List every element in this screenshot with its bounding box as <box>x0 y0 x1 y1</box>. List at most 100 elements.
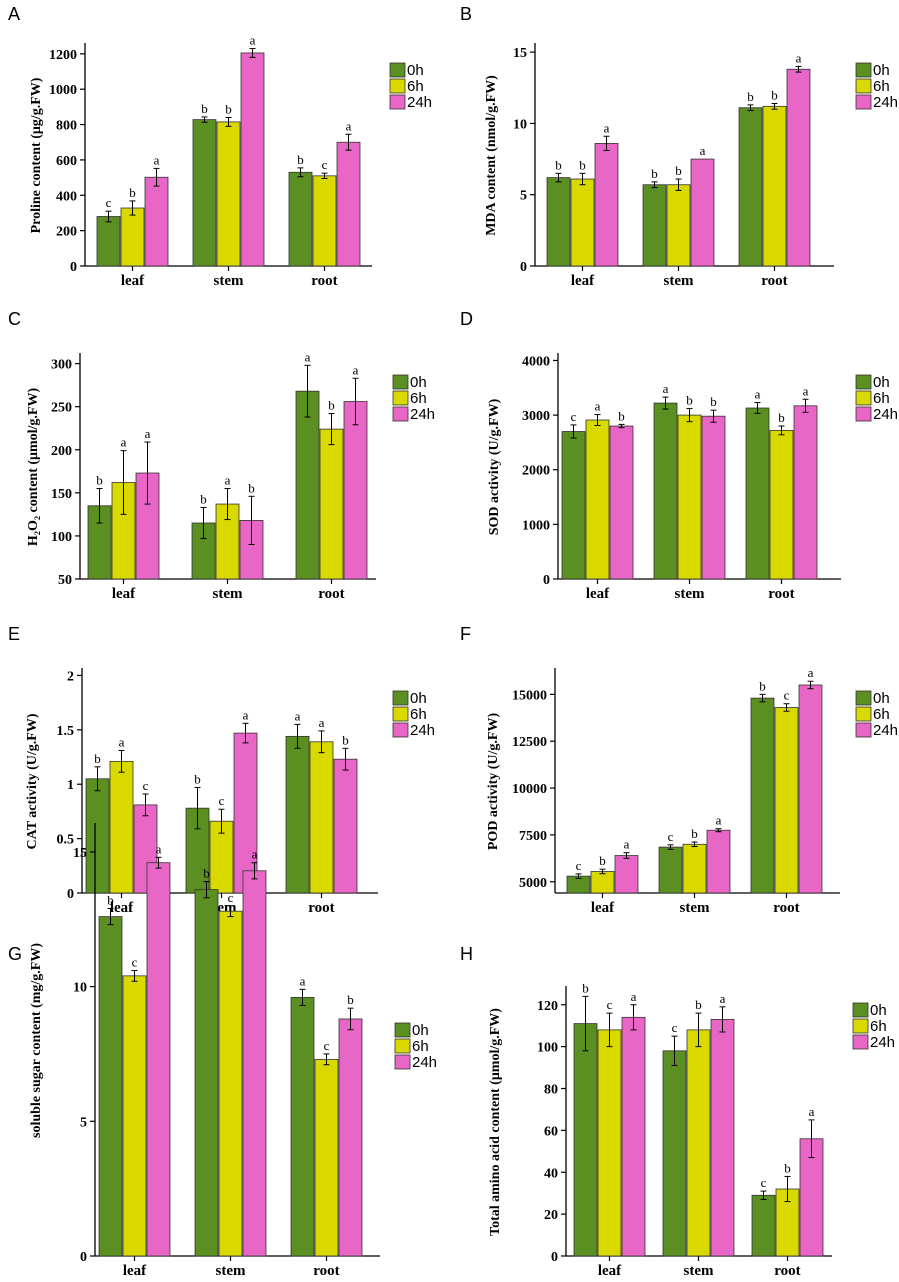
bar-stem-24h <box>242 870 267 1257</box>
bar-stem-6h <box>666 184 691 267</box>
x-tick-label: leaf <box>591 900 615 916</box>
legend-label-6h: 6h <box>410 390 427 407</box>
significance-letter: a <box>156 841 162 856</box>
bar-stem-0h <box>642 184 667 267</box>
legend-swatch-24h <box>855 722 872 738</box>
x-tick-label: root <box>774 1263 800 1279</box>
bar-root-6h <box>319 428 344 580</box>
legend-label-6h: 6h <box>407 78 424 95</box>
bar-leaf-24h <box>594 142 619 267</box>
bar-root-24h <box>333 758 358 894</box>
x-tick-label: leaf <box>121 273 145 289</box>
panel-letter: B <box>460 4 472 24</box>
bar-root-24h <box>343 401 368 580</box>
x-tick-label: root <box>773 900 799 916</box>
x-tick-label: stem <box>684 1263 714 1279</box>
significance-letter: a <box>121 435 127 450</box>
significance-letter: b <box>201 101 208 116</box>
significance-letter: c <box>143 778 149 793</box>
y-tick-label: 1 <box>67 778 74 793</box>
significance-letter: b <box>784 1160 791 1175</box>
y-tick-label: 4000 <box>522 354 550 369</box>
legend-label-6h: 6h <box>873 78 890 95</box>
legend-label-0h: 0h <box>410 374 427 391</box>
bar-root-0h <box>745 407 770 580</box>
bar-leaf-6h <box>590 871 615 894</box>
y-tick-label: 5 <box>520 189 527 204</box>
legend-swatch-0h <box>389 62 406 78</box>
bar-root-24h <box>338 1018 363 1257</box>
significance-letter: b <box>579 157 586 172</box>
y-tick-label: 0 <box>520 260 527 275</box>
bar-stem-0h <box>662 1050 687 1257</box>
legend-swatch-0h <box>392 690 409 706</box>
panel-b: B 0 5 10 15 MDA content (nmol/g.FW) leaf b b a ste… <box>460 4 898 289</box>
bar-root-6h <box>312 175 337 267</box>
bar-leaf-24h <box>609 425 634 580</box>
significance-letter: b <box>200 491 207 506</box>
legend-label-6h: 6h <box>870 1018 887 1035</box>
y-tick-label: 0 <box>551 1250 558 1265</box>
panel-a: A 0 200 400 600 800 1000 1200 Proline content (μ… <box>8 4 432 289</box>
legend-swatch-0h <box>392 374 409 390</box>
legend-swatch-6h <box>392 390 409 406</box>
x-tick-label: leaf <box>571 273 595 289</box>
significance-letter: c <box>322 157 328 172</box>
significance-letter: b <box>347 992 354 1007</box>
bar-leaf-0h <box>546 177 571 267</box>
y-tick-label: 0 <box>67 887 74 902</box>
significance-letter: c <box>324 1038 330 1053</box>
significance-letter: a <box>346 118 352 133</box>
bar-leaf-6h <box>120 207 145 267</box>
bar-leaf-6h <box>570 178 595 267</box>
bar-stem-24h <box>701 415 726 580</box>
significance-letter: c <box>132 954 138 969</box>
significance-letter: a <box>624 837 630 852</box>
bar-stem-24h <box>690 158 715 267</box>
bar-root-6h <box>769 429 794 580</box>
legend-swatch-0h <box>855 62 872 78</box>
panel-h: H 0 20 40 60 80 100 120 Total amino acid content… <box>460 944 895 1279</box>
significance-letter: c <box>571 409 577 424</box>
significance-letter: b <box>691 826 698 841</box>
x-tick-label: root <box>761 273 787 289</box>
x-tick-label: root <box>313 1263 339 1279</box>
y-tick-label: 0 <box>543 573 550 588</box>
legend-label-6h: 6h <box>873 390 890 407</box>
legend-swatch-24h <box>394 1054 411 1070</box>
significance-letter: b <box>194 771 201 786</box>
significance-letter: b <box>342 732 349 747</box>
bar-root-24h <box>798 684 823 894</box>
y-axis-label: H₂O₂ content (μmol/g.FW) <box>26 388 41 547</box>
significance-letter: a <box>252 847 258 862</box>
legend-swatch-6h <box>855 706 872 722</box>
significance-letter: a <box>154 152 160 167</box>
bar-leaf-6h <box>122 975 147 1257</box>
legend-swatch-0h <box>852 1002 869 1018</box>
bar-root-6h <box>762 105 787 267</box>
panel-letter: A <box>8 4 20 24</box>
legend-label-0h: 0h <box>873 62 890 79</box>
significance-letter: a <box>145 426 151 441</box>
y-axis-label: Proline content (μg/g.FW) <box>29 77 44 233</box>
bar-root-0h <box>751 1194 776 1257</box>
significance-letter: b <box>675 163 682 178</box>
significance-letter: c <box>576 858 582 873</box>
x-tick-label: leaf <box>586 586 610 602</box>
legend-swatch-24h <box>855 406 872 422</box>
significance-letter: a <box>700 143 706 158</box>
x-tick-label: leaf <box>110 900 134 916</box>
y-tick-label: 7500 <box>519 829 547 844</box>
bar-root-6h <box>774 707 799 894</box>
bar-stem-0h <box>653 402 678 580</box>
legend-label-0h: 0h <box>412 1022 429 1039</box>
legend-swatch-24h <box>392 406 409 422</box>
y-tick-label: 400 <box>56 189 77 204</box>
legend-swatch-0h <box>394 1022 411 1038</box>
y-axis-label: MDA content (nmol/g.FW) <box>484 75 499 236</box>
bar-leaf-6h <box>109 760 134 894</box>
y-tick-label: 15000 <box>512 688 547 703</box>
y-tick-label: 200 <box>51 444 72 459</box>
y-tick-label: 1.5 <box>57 724 75 739</box>
